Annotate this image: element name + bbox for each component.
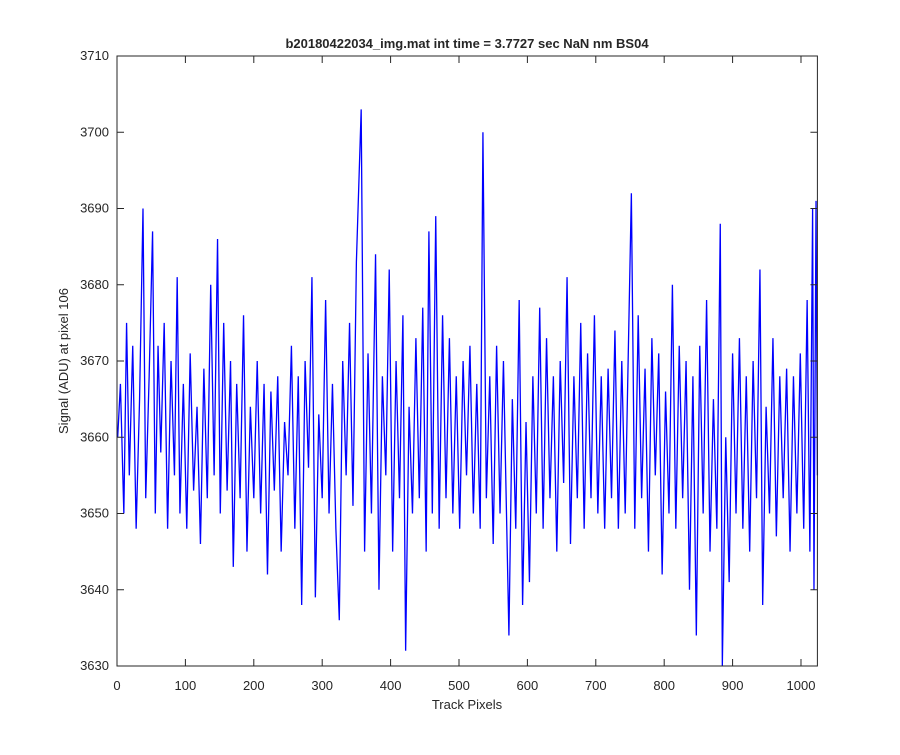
x-tick-label: 100 [175, 678, 197, 693]
y-axis-label: Signal (ADU) at pixel 106 [56, 288, 71, 434]
x-tick-label: 1000 [787, 678, 816, 693]
x-tick-label: 900 [722, 678, 744, 693]
y-tick-label: 3690 [80, 201, 109, 216]
x-tick-label: 400 [380, 678, 402, 693]
x-tick-label: 800 [653, 678, 675, 693]
y-tick-label: 3680 [80, 277, 109, 292]
x-tick-label: 700 [585, 678, 607, 693]
x-tick-label: 200 [243, 678, 265, 693]
x-tick-label: 300 [311, 678, 333, 693]
y-tick-label: 3650 [80, 506, 109, 521]
x-tick-label: 600 [517, 678, 539, 693]
y-tick-label: 3630 [80, 658, 109, 673]
y-tick-label: 3710 [80, 48, 109, 63]
chart-title: b20180422034_img.mat int time = 3.7727 s… [285, 36, 649, 51]
y-tick-label: 3660 [80, 429, 109, 444]
y-tick-label: 3700 [80, 124, 109, 139]
x-tick-label: 500 [448, 678, 470, 693]
x-axis-label: Track Pixels [432, 697, 503, 712]
x-tick-label: 0 [113, 678, 120, 693]
y-tick-label: 3670 [80, 353, 109, 368]
y-tick-label: 3640 [80, 582, 109, 597]
data-line [117, 109, 819, 667]
